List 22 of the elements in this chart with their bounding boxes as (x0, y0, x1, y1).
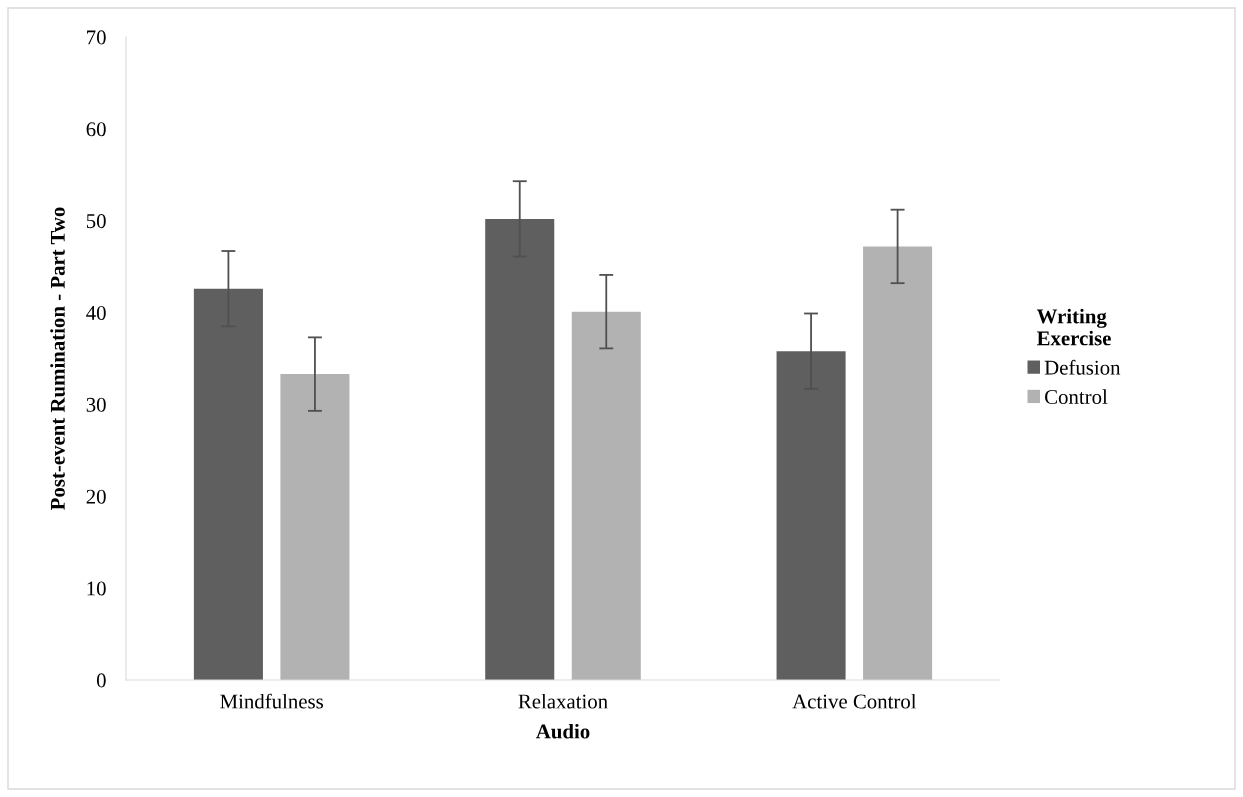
bar (193, 288, 263, 680)
legend-title: Writing Exercise (1036, 308, 1111, 346)
bar (776, 351, 846, 680)
x-tick-label: Mindfulness (220, 693, 323, 709)
bar (863, 246, 933, 680)
y-tick-label: 20 (86, 489, 106, 504)
y-tick-label: 40 (86, 305, 106, 320)
legend-label: Control (1045, 389, 1108, 404)
y-tick-label: 60 (86, 122, 106, 137)
y-tick-label: 10 (87, 581, 106, 596)
bar (280, 374, 350, 680)
bar (485, 218, 555, 680)
x-tick-label: Active Control (792, 693, 917, 709)
y-tick-label: 30 (86, 397, 106, 412)
y-axis-title: Post-event Rumination - Part Two (50, 207, 65, 510)
y-tick-label: 70 (87, 30, 106, 45)
legend-label: Defusion (1044, 359, 1121, 375)
x-tick-label: Relaxation (518, 693, 608, 709)
y-tick-label: 0 (96, 673, 106, 688)
bar (571, 311, 641, 680)
y-tick-label: 50 (86, 214, 106, 229)
x-axis-title: Audio (535, 723, 590, 739)
